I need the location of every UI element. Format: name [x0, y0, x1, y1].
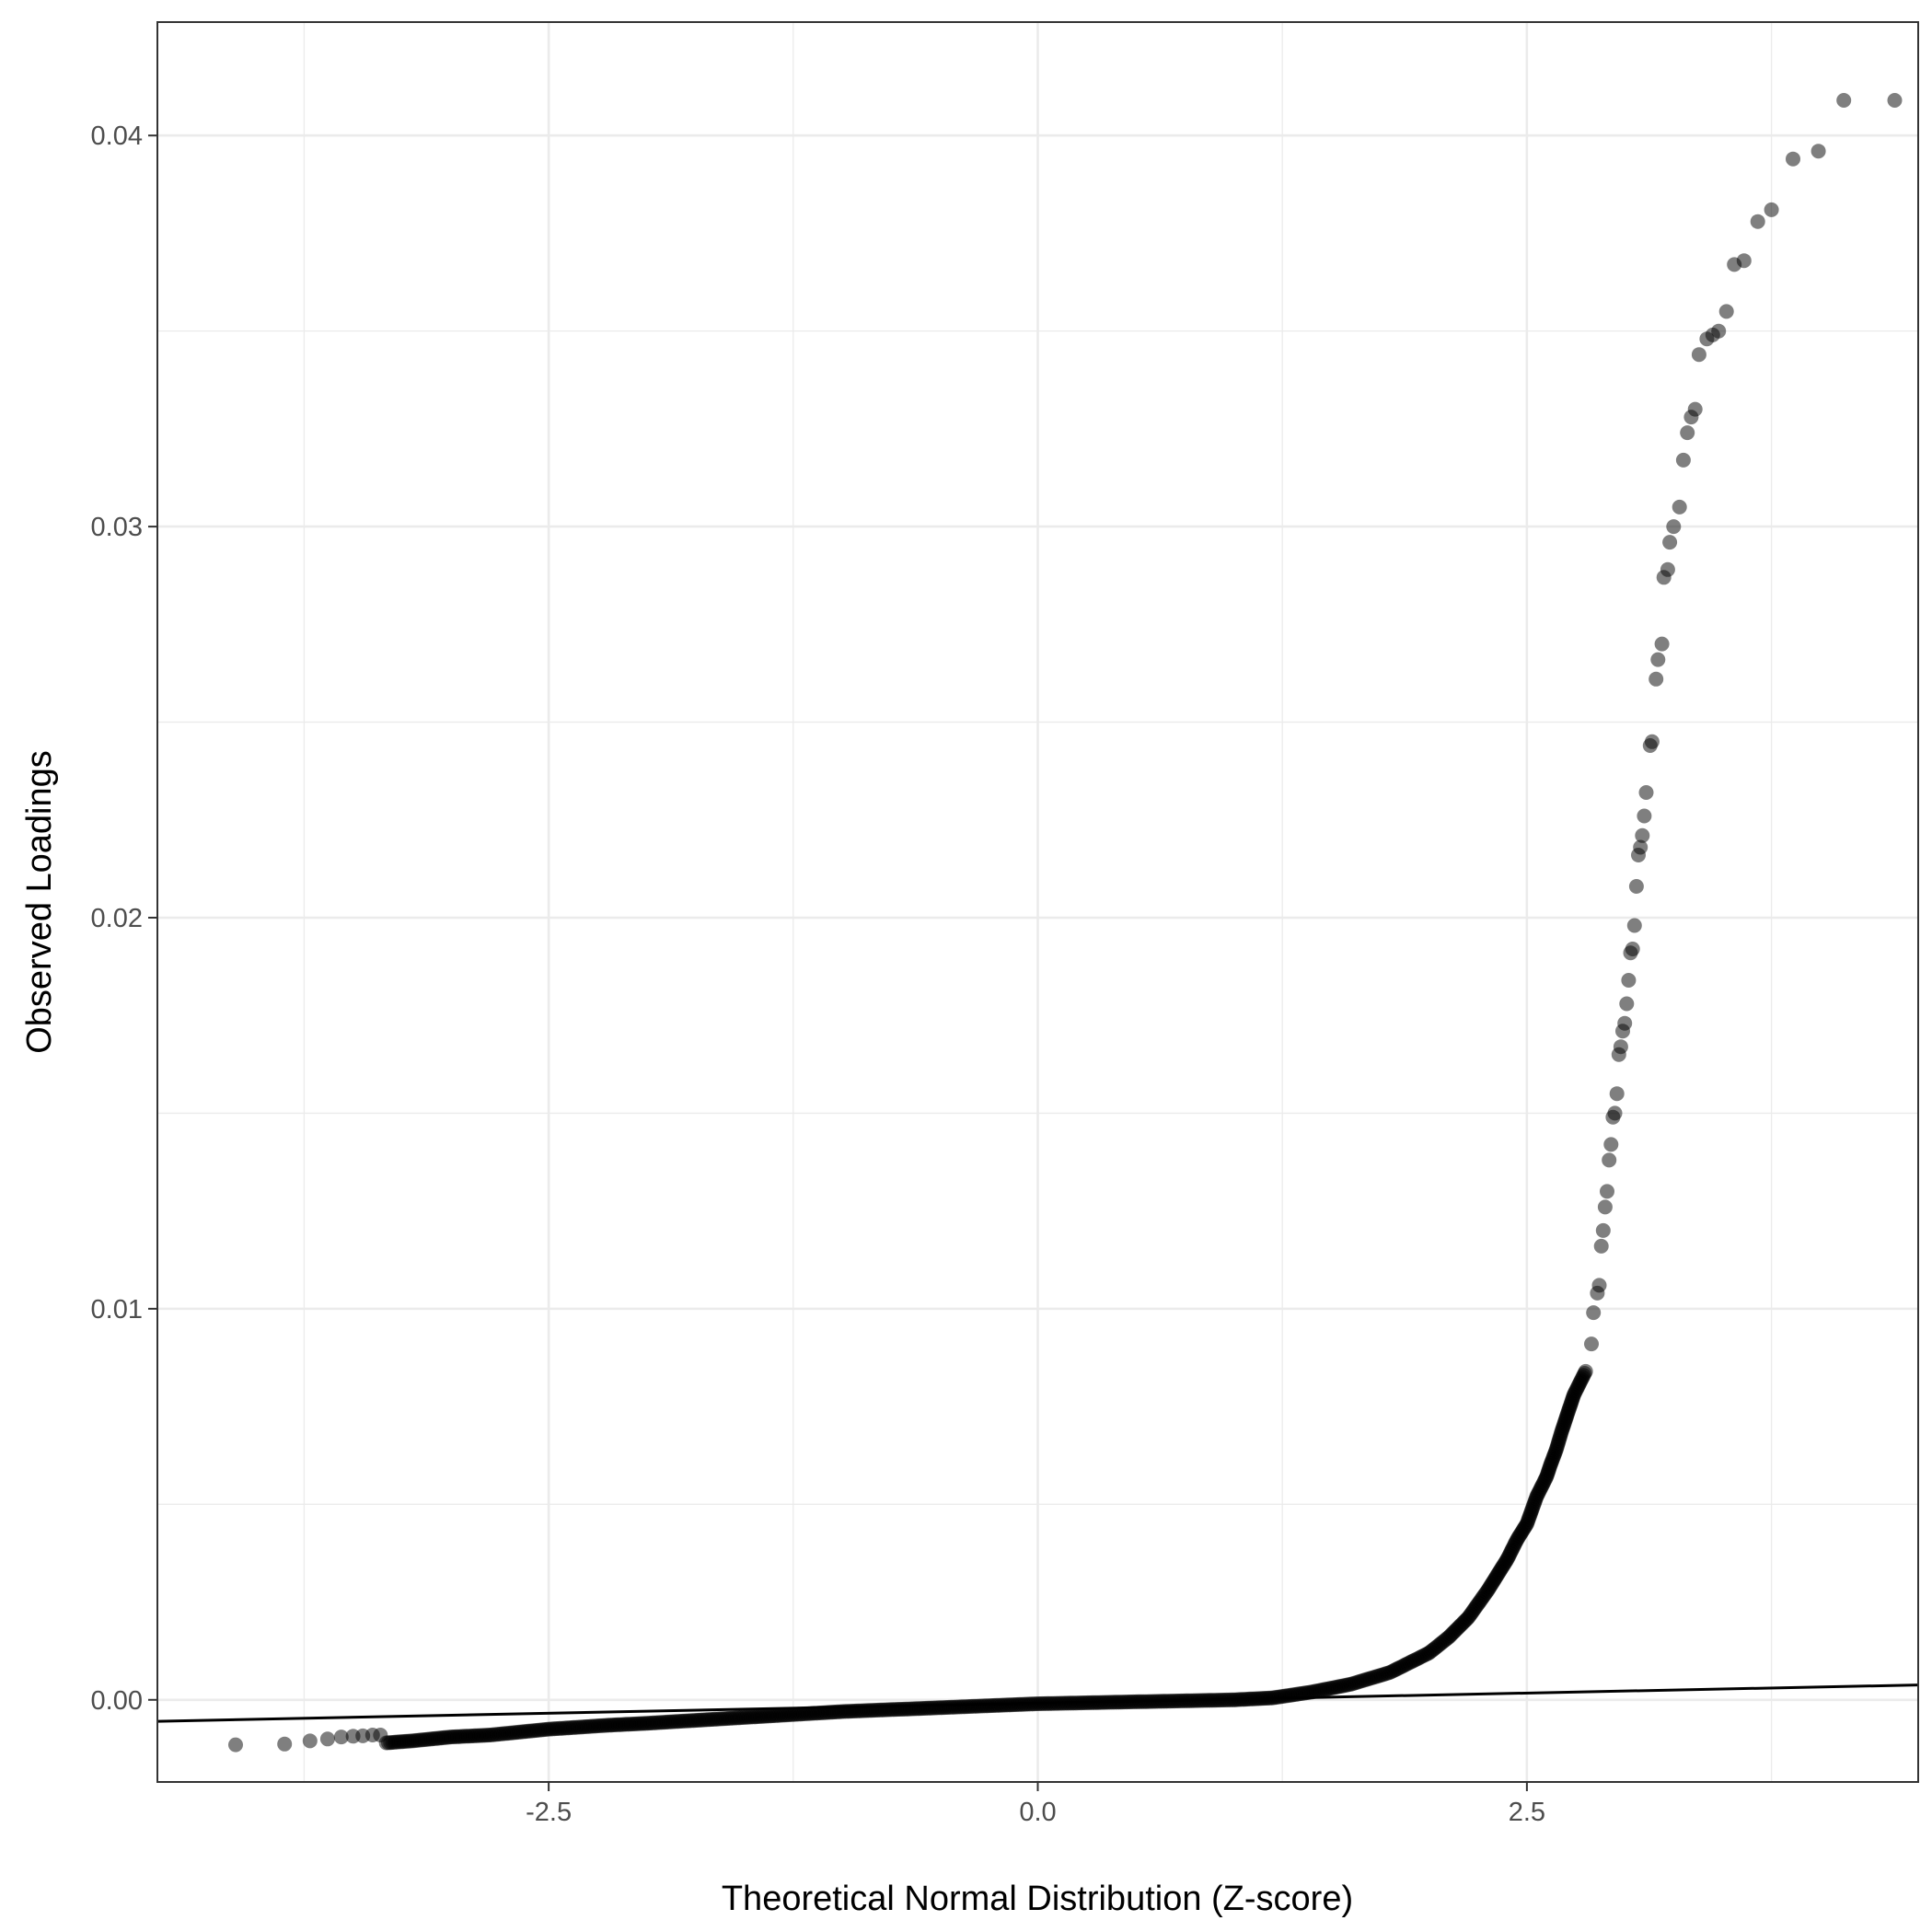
y-axis: 0.00 0.01 0.02 0.03 0.04 [91, 121, 157, 1716]
data-point [1635, 827, 1650, 843]
data-point [1638, 785, 1654, 800]
data-point [1609, 1086, 1625, 1102]
y-tick-label: 0.00 [91, 1686, 143, 1716]
data-point [1649, 671, 1664, 687]
data-point [1687, 401, 1703, 417]
y-tick-label: 0.03 [91, 513, 143, 542]
data-point [228, 1737, 243, 1753]
data-points [228, 93, 1903, 1753]
data-point [1644, 734, 1660, 749]
data-point [1750, 214, 1765, 229]
data-point [1595, 1222, 1611, 1238]
data-point [302, 1733, 318, 1749]
data-point [1584, 1336, 1599, 1352]
data-point [1691, 347, 1706, 363]
data-point [1836, 93, 1852, 108]
data-point [1607, 1105, 1623, 1121]
data-point [1603, 1137, 1619, 1152]
x-axis: -2.5 0.0 2.5 [526, 1782, 1545, 1827]
data-point [1597, 1199, 1613, 1215]
data-point [1621, 973, 1637, 988]
data-point [1675, 452, 1691, 468]
reference-line-group [156, 1683, 1919, 1723]
data-point [373, 1728, 388, 1742]
data-point [1628, 879, 1644, 894]
major-gridlines [157, 22, 1918, 1782]
data-point [1617, 1015, 1633, 1031]
data-point [1711, 323, 1727, 339]
data-point [1662, 535, 1678, 550]
data-point [1764, 202, 1779, 217]
y-tick-label: 0.01 [91, 1295, 143, 1325]
data-point [1637, 808, 1652, 824]
data-point [1619, 996, 1635, 1012]
data-point [1718, 304, 1734, 319]
data-point [1650, 652, 1666, 667]
data-point [1660, 561, 1675, 577]
data-point [333, 1730, 349, 1745]
data-point [1602, 1152, 1617, 1168]
data-point [1593, 1238, 1609, 1254]
data-point [1672, 499, 1687, 515]
data-point [1600, 1184, 1614, 1199]
reference-line [156, 1683, 1919, 1723]
data-point [1586, 1305, 1602, 1321]
x-tick-label: 2.5 [1509, 1798, 1545, 1827]
data-point [1680, 425, 1695, 441]
y-tick-label: 0.02 [91, 904, 143, 933]
x-tick-label: -2.5 [526, 1798, 572, 1827]
data-point [1625, 942, 1640, 956]
data-point [1613, 1039, 1628, 1055]
data-point [1633, 839, 1649, 855]
x-tick-label: 0.0 [1019, 1798, 1056, 1827]
data-point [319, 1731, 335, 1747]
x-axis-title: Theoretical Normal Distribution (Z-score… [722, 1880, 1353, 1918]
data-point [1591, 1278, 1607, 1293]
data-point [1626, 918, 1642, 933]
data-point [1578, 1363, 1593, 1379]
data-point [277, 1736, 293, 1752]
y-tick-label: 0.04 [91, 121, 143, 151]
y-axis-title: Observed Loadings [20, 750, 59, 1054]
data-point [1786, 151, 1800, 167]
data-point [1811, 144, 1826, 159]
data-point [1666, 519, 1682, 535]
data-point [1736, 253, 1752, 269]
data-point [1654, 636, 1670, 652]
data-point [1887, 93, 1903, 108]
